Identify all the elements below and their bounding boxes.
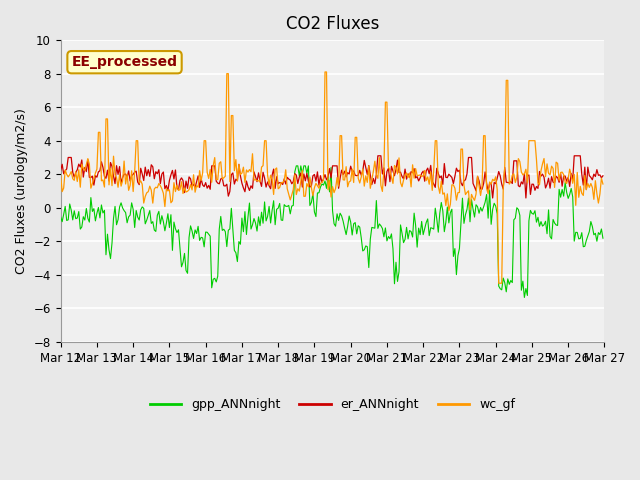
Text: EE_processed: EE_processed	[72, 55, 177, 69]
Title: CO2 Fluxes: CO2 Fluxes	[286, 15, 380, 33]
Y-axis label: CO2 Fluxes (urology/m2/s): CO2 Fluxes (urology/m2/s)	[15, 108, 28, 274]
Legend: gpp_ANNnight, er_ANNnight, wc_gf: gpp_ANNnight, er_ANNnight, wc_gf	[145, 394, 520, 417]
